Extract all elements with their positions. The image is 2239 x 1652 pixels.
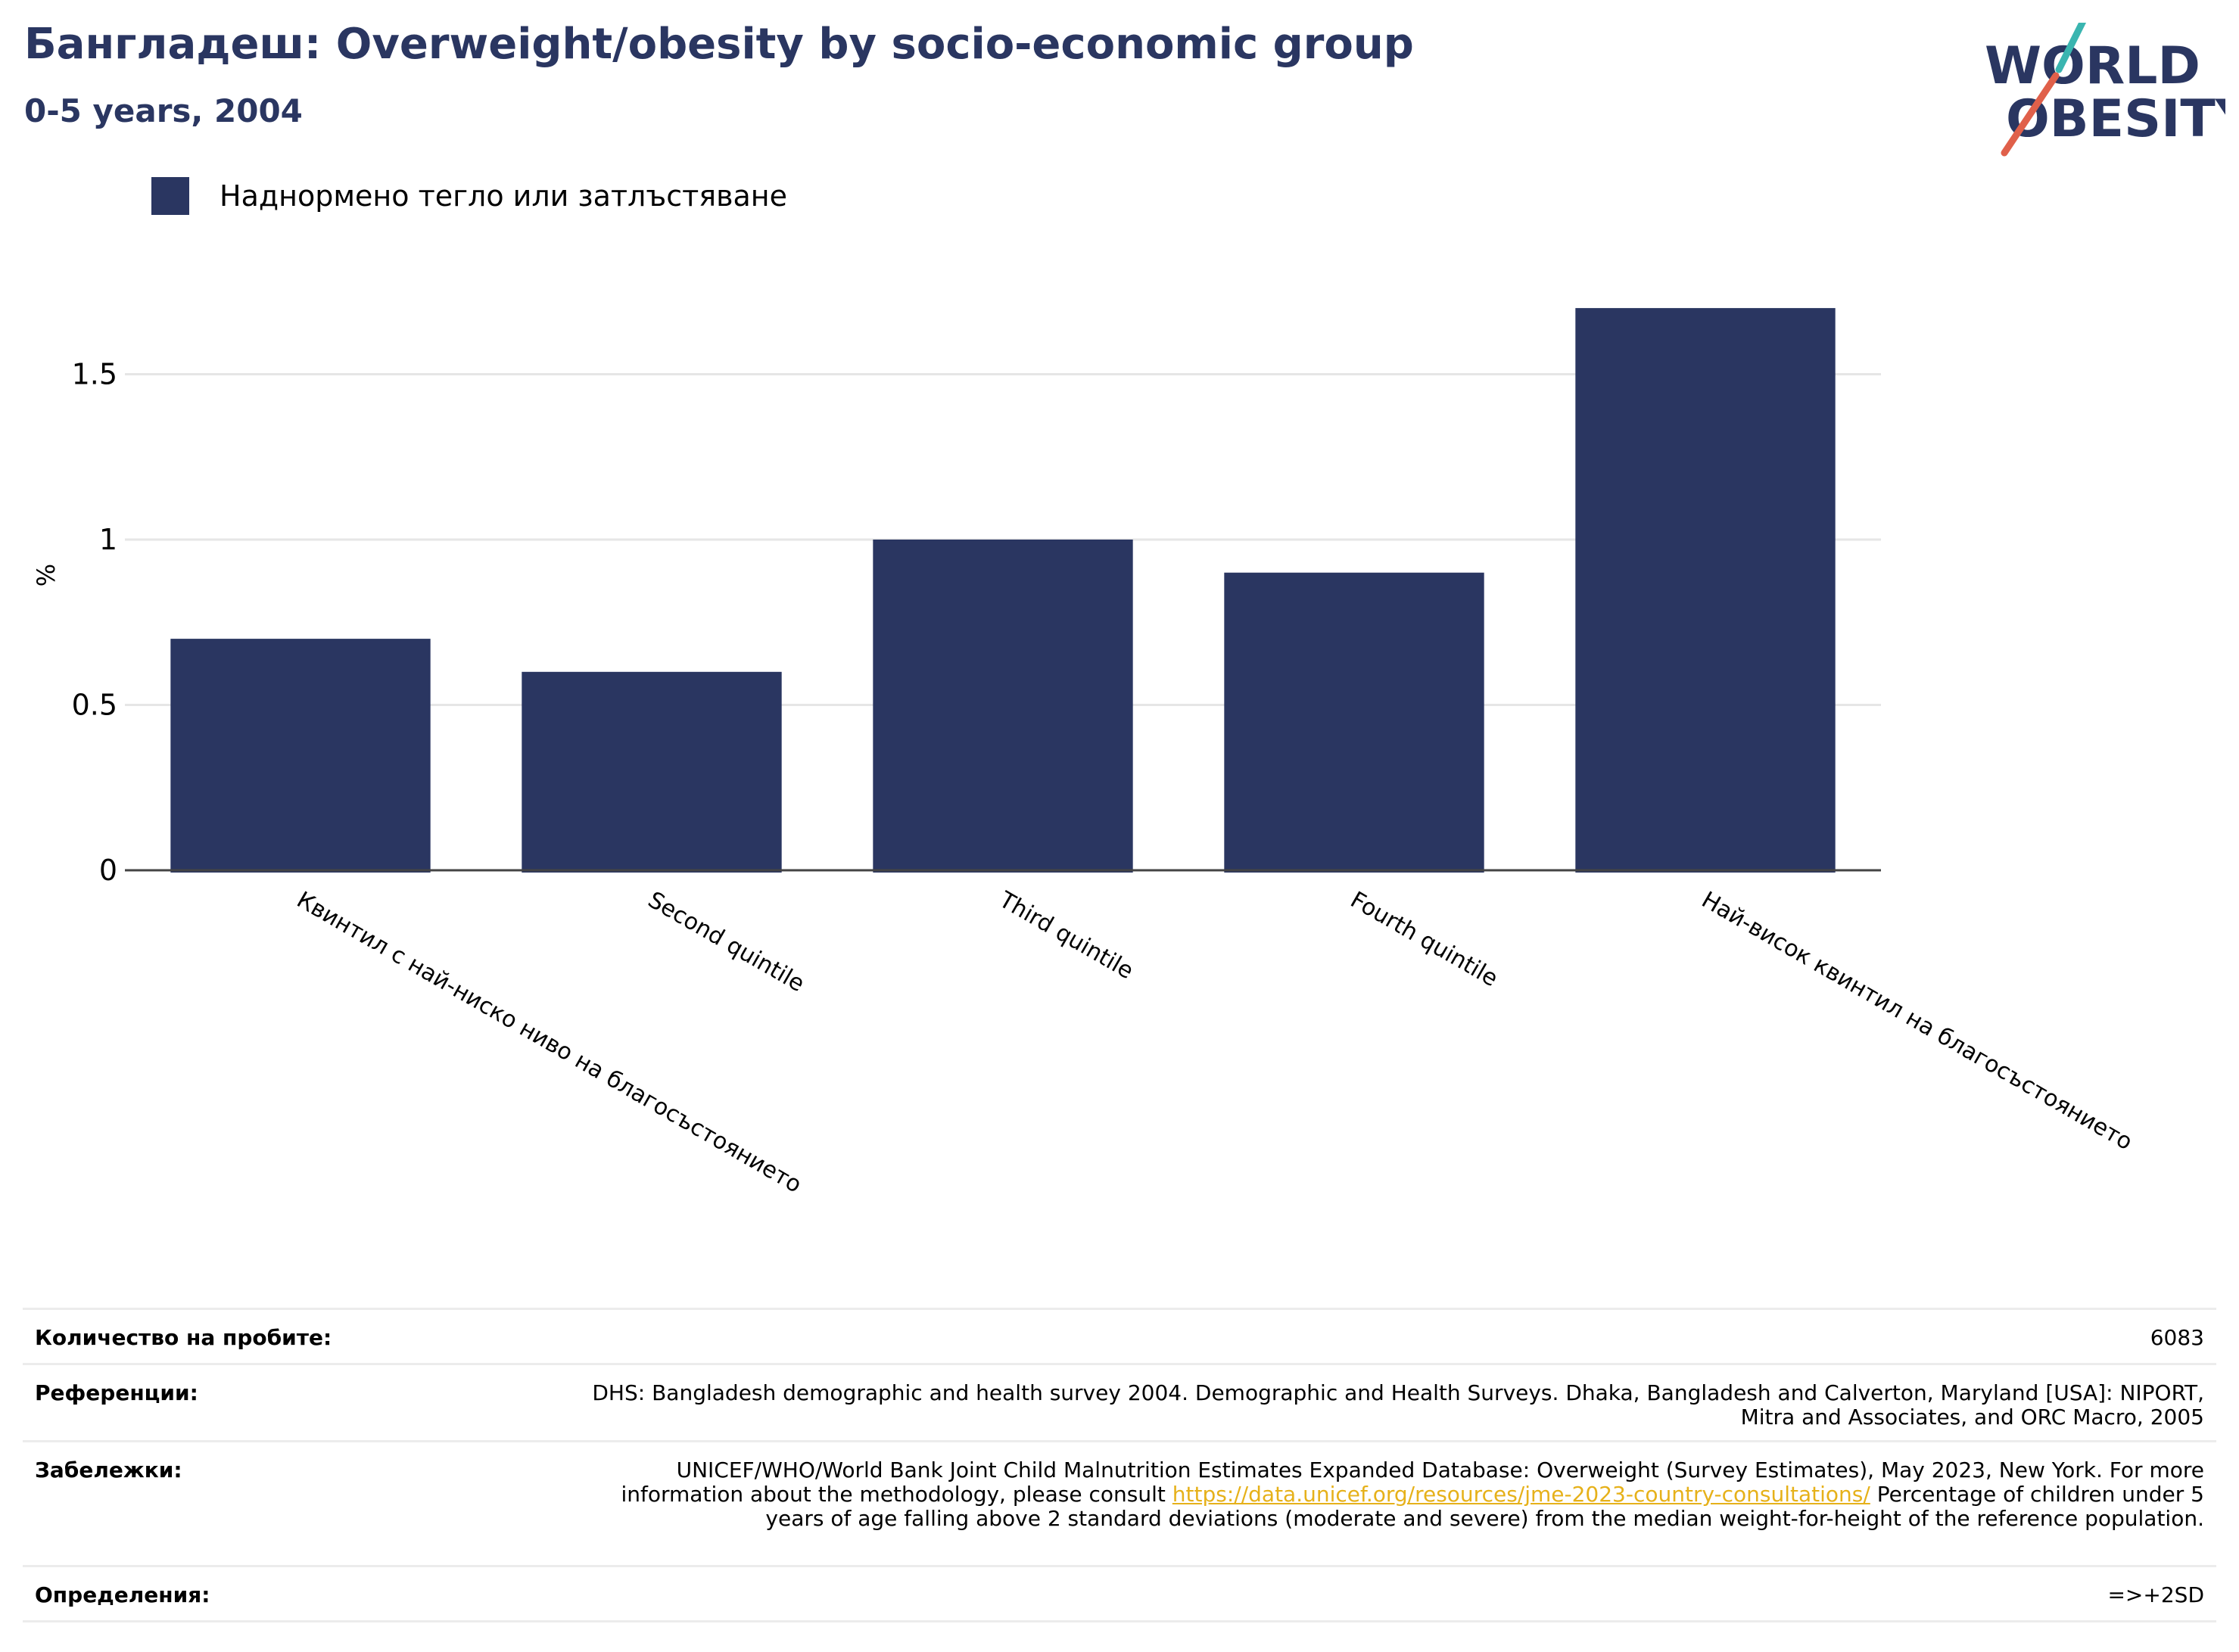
bar-chart: 00.511.5%Квинтил с най-ниско ниво на бла… xyxy=(32,308,2137,1199)
chart-subtitle: 0-5 years, 2004 xyxy=(24,92,303,129)
references-value: DHS: Bangladesh demographic and health s… xyxy=(592,1380,2204,1430)
logo-text-world: WORLD xyxy=(1985,36,2200,96)
y-axis-label: % xyxy=(32,564,61,586)
notes-label: Забележки: xyxy=(35,1458,182,1482)
definitions-value: =>+2SD xyxy=(2107,1582,2204,1607)
references-row: Референции: DHS: Bangladesh demographic … xyxy=(23,1365,2216,1442)
notes-text-2: Percentage of children under 5 years of … xyxy=(765,1482,2204,1531)
chart-title: Бангладеш: Overweight/obesity by socio-e… xyxy=(24,20,1414,69)
y-tick-label: 1.5 xyxy=(72,358,117,391)
x-tick-label: Third quintile xyxy=(994,886,1138,985)
bar xyxy=(1224,572,1484,873)
y-tick-label: 0.5 xyxy=(72,689,117,722)
samples-value: 6083 xyxy=(2150,1325,2204,1350)
y-tick-label: 0 xyxy=(99,854,117,887)
legend: Наднормено тегло или затлъстяване xyxy=(151,177,787,215)
bar xyxy=(873,540,1133,873)
metadata-table: Количество на пробите: 6083 Референции: … xyxy=(23,1308,2216,1622)
logo-slash-teal xyxy=(2055,23,2087,73)
logo-slash-red xyxy=(2001,72,2060,157)
bar xyxy=(522,671,782,873)
bar xyxy=(170,639,431,873)
legend-swatch xyxy=(151,177,189,215)
definitions-label: Определения: xyxy=(35,1582,210,1607)
references-label: Референции: xyxy=(35,1380,198,1405)
notes-text-1: UNICEF/WHO/World Bank Joint Child Malnut… xyxy=(621,1458,2205,1507)
world-obesity-logo: WORLD OBESITY xyxy=(1985,23,2225,157)
definitions-row: Определения: =>+2SD xyxy=(23,1567,2216,1622)
bar xyxy=(1575,308,1836,873)
x-tick-label: Fourth quintile xyxy=(1346,887,1503,993)
notes-row: Забележки: UNICEF/WHO/World Bank Joint C… xyxy=(23,1442,2216,1567)
notes-value: UNICEF/WHO/World Bank Joint Child Malnut… xyxy=(577,1458,2205,1531)
legend-label: Наднормено тегло или затлъстяване xyxy=(220,179,787,213)
samples-label: Количество на пробите: xyxy=(35,1325,332,1350)
samples-row: Количество на пробите: 6083 xyxy=(23,1310,2216,1365)
x-tick-label: Най-висок квинтил на благосъстоянието xyxy=(1697,887,2137,1156)
y-tick-label: 1 xyxy=(99,523,117,556)
x-tick-label: Second quintile xyxy=(643,887,809,997)
methodology-link[interactable]: https://data.unicef.org/resources/jme-20… xyxy=(1172,1482,1870,1507)
